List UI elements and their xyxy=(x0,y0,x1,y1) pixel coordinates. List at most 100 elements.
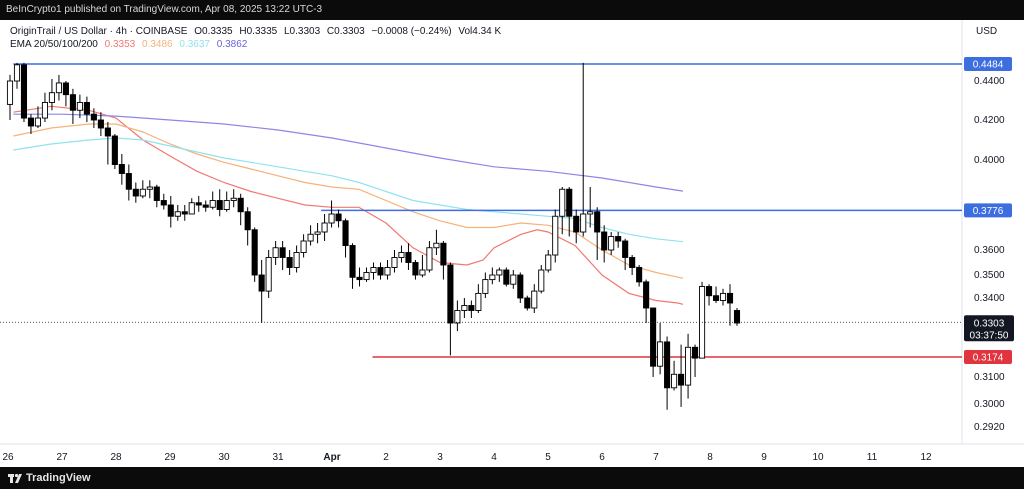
x-tick-label: Apr xyxy=(323,452,340,463)
candle-body xyxy=(174,211,181,217)
candle-body xyxy=(573,215,580,233)
candle-body xyxy=(34,117,42,127)
ema-legend[interactable]: EMA 20/50/100/200 0.3353 0.3486 0.3637 0… xyxy=(10,39,251,50)
ema50-value: 0.3486 xyxy=(142,39,173,50)
x-tick-label: 4 xyxy=(491,452,497,463)
candle-body xyxy=(272,247,279,258)
candle-body xyxy=(160,200,167,206)
candle-body xyxy=(167,204,174,217)
candle-body xyxy=(615,236,622,242)
candle-body xyxy=(622,240,629,258)
candle-body xyxy=(671,373,678,389)
x-tick-label: 26 xyxy=(2,452,14,463)
last-price-tag xyxy=(964,315,1014,342)
candle-body xyxy=(209,200,216,208)
candle-body xyxy=(552,215,559,256)
x-tick-label: 30 xyxy=(218,452,230,463)
y-tick-label: 0.3400 xyxy=(974,293,1005,304)
candle-body xyxy=(216,200,223,210)
candle-body xyxy=(447,264,454,324)
candle-body xyxy=(559,188,566,217)
candle-body xyxy=(83,101,90,115)
candle-body xyxy=(265,257,272,292)
candle-body xyxy=(76,101,83,111)
ema20-line xyxy=(13,105,684,305)
high-value: H0.3335 xyxy=(239,26,278,37)
x-tick-label: 29 xyxy=(164,452,176,463)
candle-body xyxy=(545,254,552,271)
candle-body xyxy=(13,64,21,82)
candle-body xyxy=(314,231,321,235)
candle-body xyxy=(27,117,35,127)
publisher-text: BeInCrypto1 published on TradingView.com… xyxy=(6,4,323,15)
candle-body xyxy=(125,173,132,190)
candle-body xyxy=(132,188,139,197)
level-price-label: 0.4484 xyxy=(973,60,1004,71)
candle-body xyxy=(146,186,153,190)
candle-body xyxy=(657,341,664,367)
x-tick-label: 8 xyxy=(707,452,713,463)
x-tick-label: 7 xyxy=(653,452,659,463)
candle-body xyxy=(300,240,307,253)
candle-body xyxy=(719,292,727,301)
low-value: L0.3303 xyxy=(283,26,321,37)
x-tick-label: 28 xyxy=(110,452,122,463)
y-tick-label: 0.2920 xyxy=(974,422,1005,433)
countdown-label: 03:37:50 xyxy=(970,330,1009,341)
candle-body xyxy=(601,231,608,251)
candle-body xyxy=(733,310,741,324)
volume-value: Vol4.34 K xyxy=(458,26,502,37)
candle-body xyxy=(510,274,517,285)
candle-body xyxy=(363,272,370,281)
candle-body xyxy=(69,94,76,111)
x-tick-label: 9 xyxy=(761,452,767,463)
ema100-value: 0.3637 xyxy=(179,39,210,50)
candle-body xyxy=(726,292,734,304)
ema200-line xyxy=(13,113,684,192)
candle-body xyxy=(181,211,188,215)
symbol-title[interactable]: OriginTrail / US Dollar · 4h · COINBASE xyxy=(10,26,188,37)
level-price-tag xyxy=(964,203,1012,218)
candle-body xyxy=(426,247,433,271)
candle-body xyxy=(454,310,461,324)
candle-body xyxy=(286,257,293,268)
close-value: C0.3303 xyxy=(326,26,365,37)
candle-body xyxy=(419,269,426,276)
candle-body xyxy=(461,305,468,311)
x-tick-label: 6 xyxy=(599,452,605,463)
candle-body xyxy=(251,229,258,276)
candle-body xyxy=(139,188,146,197)
open-value: O0.3335 xyxy=(194,26,233,37)
y-tick-label: 0.4200 xyxy=(974,115,1005,126)
candle-body xyxy=(377,267,384,276)
candle-body xyxy=(384,267,391,276)
y-tick-label: 0.4000 xyxy=(974,155,1005,166)
candle-body xyxy=(258,274,265,292)
currency-label[interactable]: USD xyxy=(976,26,998,37)
level-price-label: 0.3776 xyxy=(973,206,1004,217)
x-tick-label: 3 xyxy=(437,452,443,463)
y-tick-label: 0.3100 xyxy=(974,372,1005,383)
ema-label: EMA 20/50/100/200 xyxy=(10,39,98,50)
x-tick-label: 10 xyxy=(812,452,824,463)
tradingview-logo-icon xyxy=(8,473,22,483)
change-value: −0.0008 (−0.24%) xyxy=(371,26,452,37)
candle-body xyxy=(705,286,713,297)
price-chart[interactable]: 0.4400 0.4200 0.4000 0.3600 0.3500 0.3400 0.31… xyxy=(0,20,1024,467)
x-tick-label: 5 xyxy=(545,452,551,463)
candle-body xyxy=(328,213,335,224)
candle-body xyxy=(356,276,363,281)
candle-body xyxy=(650,307,657,367)
level-price-tag xyxy=(964,57,1012,71)
candle-body xyxy=(712,295,720,301)
ema200-value: 0.3862 xyxy=(216,39,248,50)
candle-body xyxy=(90,113,97,121)
candle-body xyxy=(370,267,377,273)
x-tick-label: 2 xyxy=(383,452,389,463)
candle-body xyxy=(293,252,300,268)
candle-body xyxy=(6,80,14,105)
x-tick-label: 11 xyxy=(867,452,878,463)
y-tick-label: 0.4400 xyxy=(974,76,1005,87)
candle-body xyxy=(321,222,328,233)
candle-body xyxy=(412,262,419,276)
